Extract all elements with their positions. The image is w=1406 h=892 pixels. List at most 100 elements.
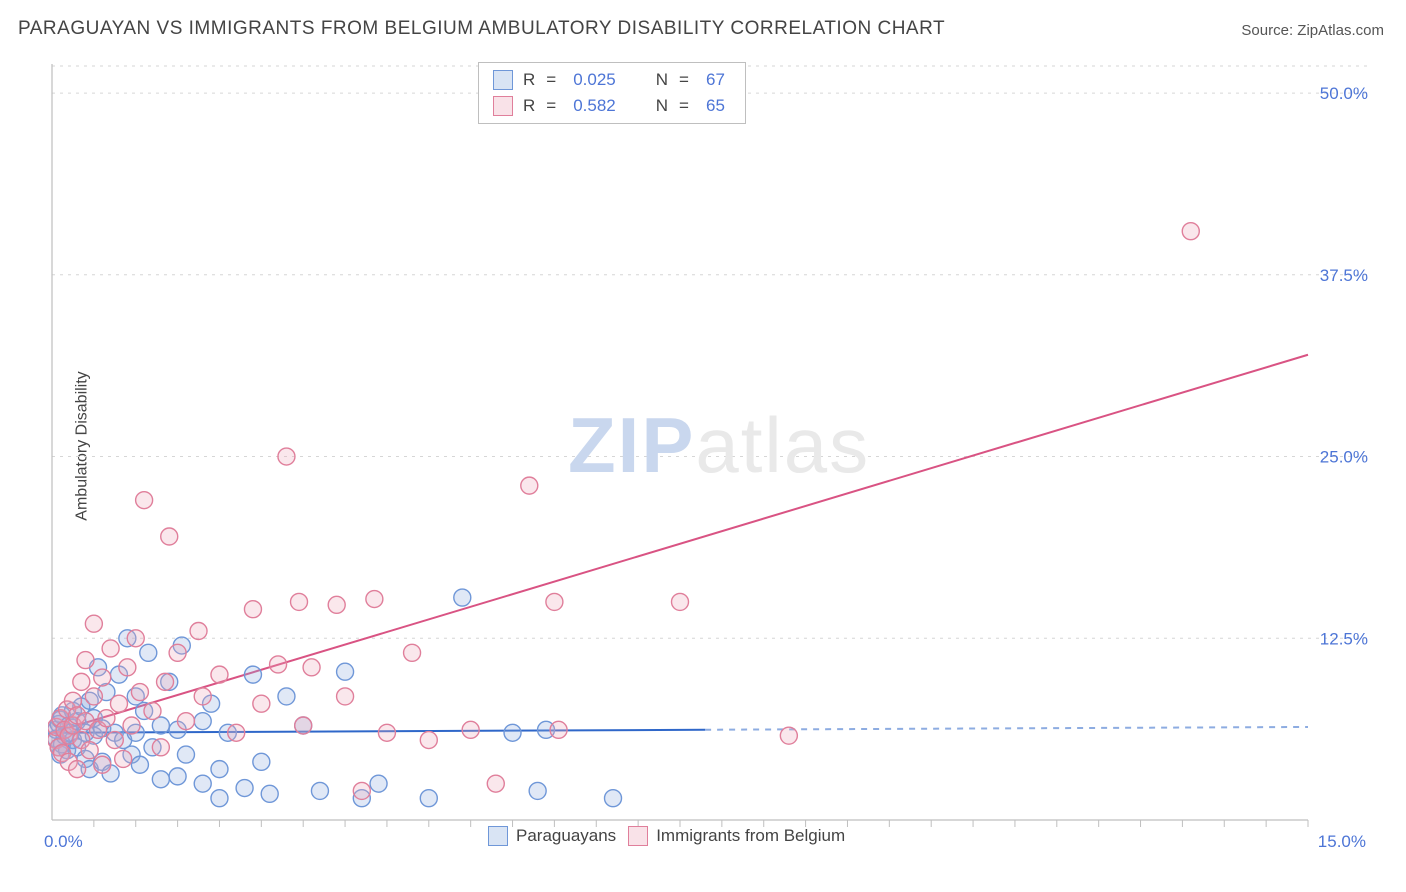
data-point <box>337 688 354 705</box>
legend-n-value: 67 <box>706 70 725 90</box>
data-point <box>211 790 228 807</box>
data-point <box>140 644 157 661</box>
data-point <box>244 666 261 683</box>
regression-line-extrapolated <box>705 727 1308 730</box>
data-point <box>73 673 90 690</box>
data-point <box>110 695 127 712</box>
data-point <box>169 644 186 661</box>
data-point <box>404 644 421 661</box>
legend-n-label: N <box>656 96 669 116</box>
data-point <box>462 721 479 738</box>
legend-row: R = 0.582 N = 65 <box>479 93 745 119</box>
legend-eq: = <box>679 96 690 116</box>
data-point <box>169 768 186 785</box>
data-point <box>311 782 328 799</box>
data-point <box>1182 223 1199 240</box>
y-tick-label: 12.5% <box>1320 629 1368 648</box>
y-tick-label: 25.0% <box>1320 448 1368 467</box>
legend-row: R=0.025N=67 <box>479 67 745 93</box>
data-point <box>194 713 211 730</box>
data-point <box>144 702 161 719</box>
data-point <box>521 477 538 494</box>
y-tick-label: 37.5% <box>1320 266 1368 285</box>
data-point <box>291 593 308 610</box>
data-point <box>136 492 153 509</box>
data-point <box>157 673 174 690</box>
data-point <box>328 596 345 613</box>
legend-eq: = <box>546 96 557 116</box>
series-label: Paraguayans <box>516 826 616 846</box>
data-point <box>253 753 270 770</box>
legend-r-value: 0.582 <box>573 96 616 116</box>
data-point <box>550 721 567 738</box>
data-point <box>487 775 504 792</box>
data-point <box>236 780 253 797</box>
data-point <box>378 724 395 741</box>
data-point <box>177 713 194 730</box>
data-point <box>504 724 521 741</box>
data-point <box>303 659 320 676</box>
series-legend-item: Paraguayans <box>488 826 616 846</box>
data-point <box>77 652 94 669</box>
data-point <box>295 717 312 734</box>
legend-r-value: 0.025 <box>573 70 616 90</box>
correlation-legend: R = 0.025 N = 67 R = 0.582 N = 65 <box>478 62 746 124</box>
source-attribution: Source: ZipAtlas.com <box>1241 22 1384 39</box>
data-point <box>420 732 437 749</box>
legend-eq: = <box>546 70 557 90</box>
source-value: ZipAtlas.com <box>1297 22 1384 39</box>
data-point <box>211 666 228 683</box>
legend-n-value: 65 <box>706 96 725 116</box>
data-point <box>546 593 563 610</box>
data-point <box>454 589 471 606</box>
data-point <box>123 717 140 734</box>
data-point <box>228 724 245 741</box>
legend-swatch <box>493 96 513 116</box>
data-point <box>244 601 261 618</box>
data-point <box>106 732 123 749</box>
regression-line <box>52 355 1308 733</box>
data-point <box>366 591 383 608</box>
data-point <box>780 727 797 744</box>
data-point <box>253 695 270 712</box>
chart-title: PARAGUAYAN VS IMMIGRANTS FROM BELGIUM AM… <box>18 18 945 40</box>
data-point <box>261 785 278 802</box>
data-point <box>605 790 622 807</box>
data-point <box>85 688 102 705</box>
data-point <box>127 630 144 647</box>
data-point <box>69 761 86 778</box>
y-tick-label: 50.0% <box>1320 84 1368 103</box>
data-point <box>370 775 387 792</box>
data-point <box>211 761 228 778</box>
data-point <box>278 688 295 705</box>
data-point <box>131 684 148 701</box>
x-axis-max-label: 15.0% <box>1318 832 1366 852</box>
data-point <box>131 756 148 773</box>
legend-swatch <box>493 70 513 90</box>
plot-area: 12.5%25.0%37.5%50.0% ZIPatlas R=0.025N=6… <box>48 60 1378 850</box>
series-legend-item: Immigrants from Belgium <box>628 826 845 846</box>
data-point <box>152 739 169 756</box>
data-point <box>337 663 354 680</box>
data-point <box>529 782 546 799</box>
data-point <box>353 782 370 799</box>
data-point <box>115 750 132 767</box>
data-point <box>98 710 115 727</box>
data-point <box>194 775 211 792</box>
data-point <box>94 669 111 686</box>
data-point <box>119 659 136 676</box>
data-point <box>420 790 437 807</box>
data-point <box>278 448 295 465</box>
legend-swatch <box>628 826 648 846</box>
data-point <box>190 623 207 640</box>
scatter-chart: 12.5% 25.0% 37.5% 50.0% <box>48 60 1378 850</box>
data-point <box>152 771 169 788</box>
data-point <box>161 528 178 545</box>
data-point <box>81 742 98 759</box>
legend-r-label: R <box>523 70 536 90</box>
data-point <box>94 756 111 773</box>
data-point <box>177 746 194 763</box>
data-point <box>85 615 102 632</box>
series-legend: Paraguayans Immigrants from Belgium <box>488 826 845 846</box>
legend-r-label: R <box>523 96 536 116</box>
